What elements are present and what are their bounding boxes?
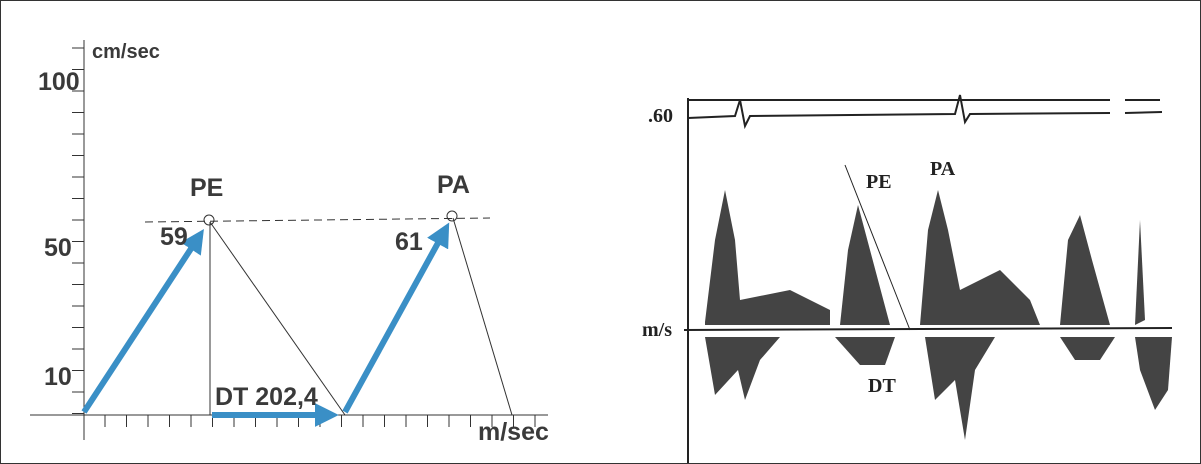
- y-label: 10: [44, 363, 72, 391]
- peak-label: PE: [190, 174, 223, 202]
- x-unit: m/sec: [478, 418, 549, 446]
- y-unit: cm/sec: [92, 41, 160, 63]
- scale-label: .60: [648, 105, 673, 127]
- dt-label: DT: [868, 375, 896, 397]
- pa-label: PA: [930, 158, 956, 180]
- y-label: 50: [44, 234, 72, 262]
- pe-label: PE: [866, 171, 892, 193]
- dt-label: DT 202,4: [215, 383, 318, 411]
- peak-label: PA: [437, 171, 470, 199]
- peak-value: 59: [160, 223, 188, 251]
- unit-label: m/s: [642, 319, 672, 341]
- figure: cm/sec 100 50 10 PE PA 59 61 DT 202,4 m/…: [0, 0, 1201, 464]
- page: {"left":{"y_unit":"cm/sec","y_labels":["…: [0, 0, 1201, 464]
- peak-value: 61: [395, 228, 423, 256]
- y-label: 100: [38, 68, 80, 96]
